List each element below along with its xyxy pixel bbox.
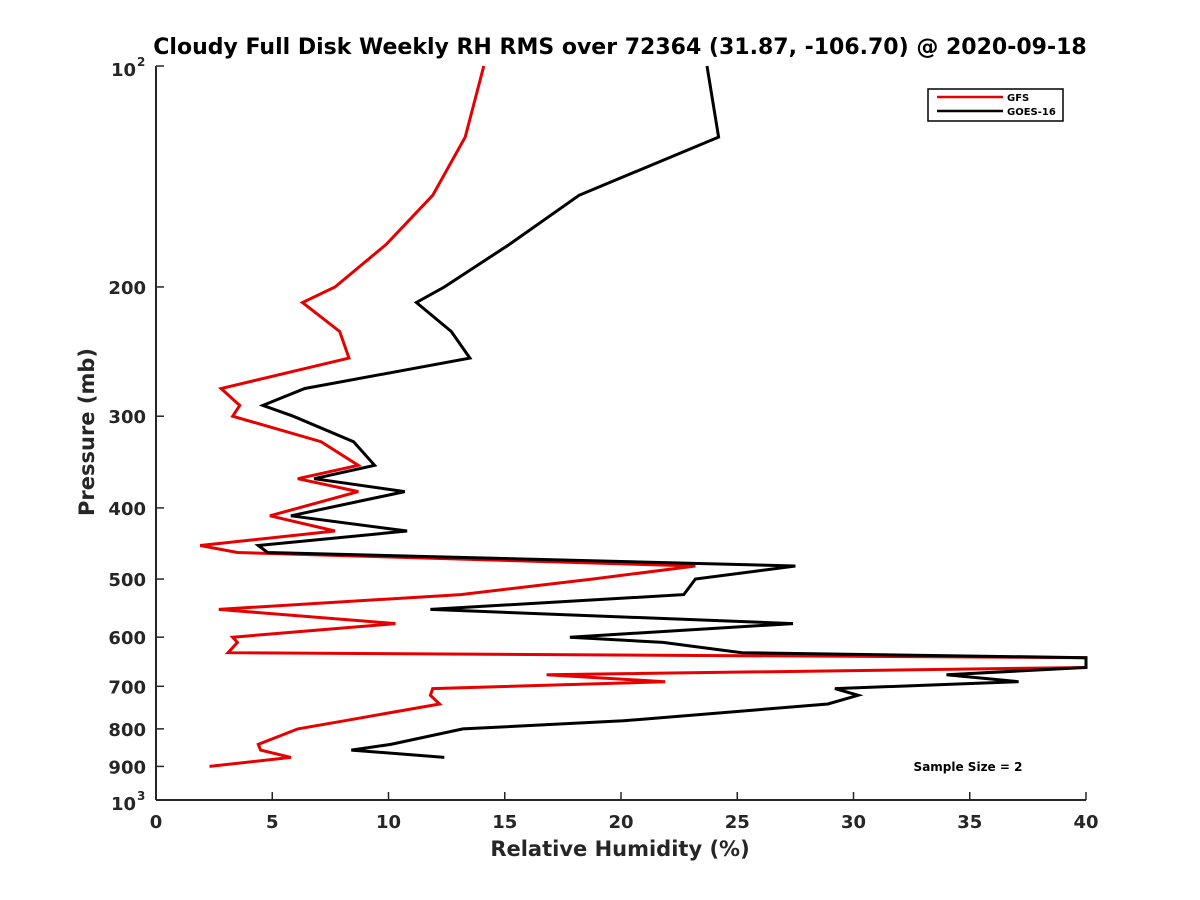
- y-tick-label: 900: [108, 757, 146, 778]
- y-tick-label: 800: [108, 720, 146, 741]
- y-tick-label: 10: [111, 794, 136, 815]
- x-tick-label: 30: [841, 812, 866, 833]
- series-line-goes16: [254, 65, 1088, 759]
- legend: GFS GOES-16: [927, 88, 1064, 122]
- legend-label-gfs: GFS: [1007, 93, 1029, 104]
- x-tick-label: 25: [725, 812, 750, 833]
- y-tick-exponent: 2: [137, 55, 145, 69]
- x-tick-label: 5: [266, 812, 279, 833]
- x-tick-label: 15: [492, 812, 517, 833]
- x-tick-label: 35: [957, 812, 982, 833]
- y-tick-label: 400: [108, 499, 146, 520]
- y-tick-label: 10: [111, 60, 136, 81]
- y-tick-label: 600: [108, 628, 146, 649]
- series-layer: [199, 65, 1088, 768]
- x-tick-label: 20: [608, 812, 633, 833]
- legend-box: [927, 88, 1064, 122]
- y-tick-label: 500: [108, 570, 146, 591]
- x-tick-label: 0: [150, 812, 163, 833]
- sample-size-annotation: Sample Size = 2: [914, 760, 1023, 774]
- x-tick-label: 10: [376, 812, 401, 833]
- chart-title: Cloudy Full Disk Weekly RH RMS over 7236…: [153, 35, 1086, 60]
- y-axis-label: Pressure (mb): [75, 348, 99, 516]
- y-tick-label: 300: [108, 407, 146, 428]
- y-tick-exponent: 3: [137, 789, 145, 803]
- series-line-gfs: [199, 65, 1088, 768]
- y-tick-label: 200: [108, 278, 146, 299]
- x-tick-label: 40: [1073, 812, 1098, 833]
- y-tick-label: 700: [108, 677, 146, 698]
- legend-label-goes16: GOES-16: [1007, 107, 1056, 118]
- x-axis-label: Relative Humidity (%): [490, 837, 749, 861]
